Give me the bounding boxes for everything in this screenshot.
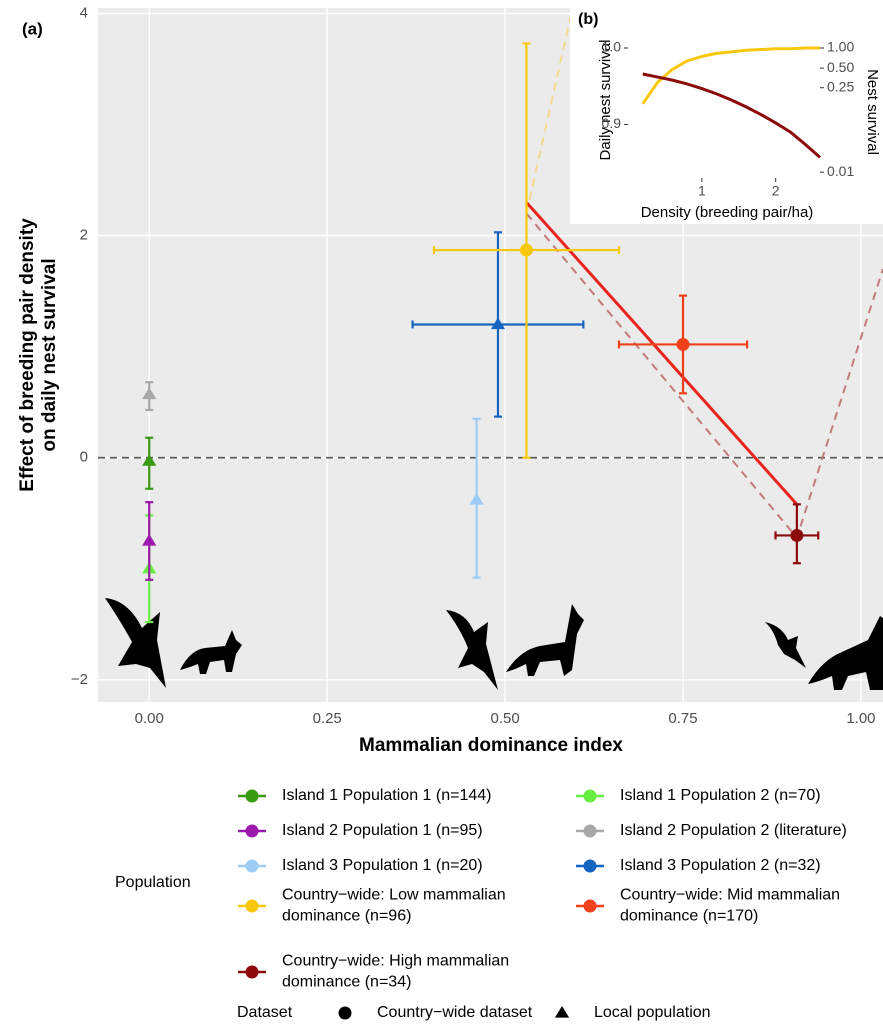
y2-tick-label: 0.01	[827, 163, 854, 179]
panel-b: (b) Density (breeding pair/ha) Daily nes…	[570, 8, 883, 224]
point	[790, 528, 804, 542]
legend-key-point	[245, 899, 259, 913]
point	[142, 454, 157, 466]
y-tick-label: 1.0	[602, 39, 622, 55]
fox-silhouette	[808, 616, 883, 690]
line	[642, 72, 821, 159]
legend-label: Island 1 Population 2 (n=70)	[620, 787, 821, 804]
legend-key-point	[583, 824, 597, 838]
x-tick-label: 0.00	[135, 710, 164, 727]
legend-label: Island 2 Population 2 (literature)	[620, 822, 847, 839]
point	[469, 492, 484, 505]
fox-silhouette	[180, 630, 242, 674]
silhouettes	[105, 598, 883, 690]
legend-key-point	[583, 789, 597, 803]
inset-y2-title: Nest survival	[864, 69, 881, 155]
y-tick-label: 0	[80, 449, 88, 466]
legend-label: Island 2 Population 1 (n=95)	[282, 822, 483, 839]
inset-background	[570, 8, 883, 224]
legend-label: Local population	[594, 1004, 711, 1021]
legend-label: dominance (n=170)	[620, 908, 758, 925]
y2-tick-label: 0.25	[827, 78, 854, 94]
point	[676, 337, 690, 351]
legend-key-point	[245, 965, 259, 979]
legend-label: dominance (n=96)	[282, 908, 411, 925]
line	[641, 46, 820, 105]
bird-silhouette	[765, 622, 806, 668]
shape-legend-title: Dataset	[237, 1004, 293, 1021]
panel-a-foreground	[142, 8, 883, 624]
y-title: Effect of breeding pair density	[17, 218, 38, 492]
x-title: Mammalian dominance index	[359, 735, 623, 756]
legend-label: Island 3 Population 2 (n=32)	[620, 857, 821, 874]
legend-key-point	[583, 859, 597, 873]
legend-label: Island 3 Population 1 (n=20)	[282, 857, 483, 874]
x-tick-label: 0.75	[668, 710, 697, 727]
legend-key-shape	[554, 1005, 570, 1018]
y2-tick-label: 0.50	[827, 59, 854, 75]
point	[142, 533, 157, 546]
panel-label: (b)	[578, 11, 598, 28]
legend-label: Country−wide: Mid mammalian	[620, 887, 840, 904]
bird-silhouette	[105, 598, 166, 688]
y-tick-label: 2	[80, 227, 88, 244]
x-tick-label: 1	[698, 183, 706, 199]
y-title: on daily nest survival	[39, 258, 60, 451]
x-tick-label: 1.00	[846, 710, 875, 727]
x-tick-label: 2	[772, 183, 780, 199]
legend: Island 1 Population 1 (n=144) Island 1 Po…	[238, 787, 847, 1021]
x-tick-label: 0.25	[313, 710, 342, 727]
legend-title: Population	[115, 874, 191, 891]
legend-label: Country−wide: Low mammalian	[282, 887, 506, 904]
x-tick-label: 0.50	[490, 710, 519, 727]
legend-key-point	[245, 789, 259, 803]
legend-label: dominance (n=34)	[282, 974, 411, 991]
point	[142, 387, 157, 400]
plot-clip	[142, 8, 883, 624]
legend-label: Country−wide: High mammalian	[282, 953, 509, 970]
bird-silhouette	[446, 610, 498, 690]
legend-key-point	[245, 859, 259, 873]
fit-line	[525, 201, 799, 506]
point	[519, 243, 533, 257]
legend-label: Country−wide dataset	[377, 1004, 533, 1021]
legend-key-point	[583, 899, 597, 913]
inset-y-title: Daily nest survival	[597, 40, 614, 161]
y-tick-label: 4	[80, 5, 88, 22]
y-tick-label: 0.9	[602, 115, 622, 131]
y-tick-label: −2	[71, 671, 88, 688]
point	[490, 317, 506, 330]
panel-label: (a)	[22, 19, 43, 38]
inset-x-title: Density (breeding pair/ha)	[641, 204, 814, 221]
fit-line	[525, 8, 574, 214]
fox-silhouette	[506, 604, 584, 676]
legend-label: Island 1 Population 1 (n=144)	[282, 787, 491, 804]
legend-key-shape	[338, 1006, 352, 1020]
y2-tick-label: 1.00	[827, 39, 854, 55]
legend-key-point	[245, 824, 259, 838]
